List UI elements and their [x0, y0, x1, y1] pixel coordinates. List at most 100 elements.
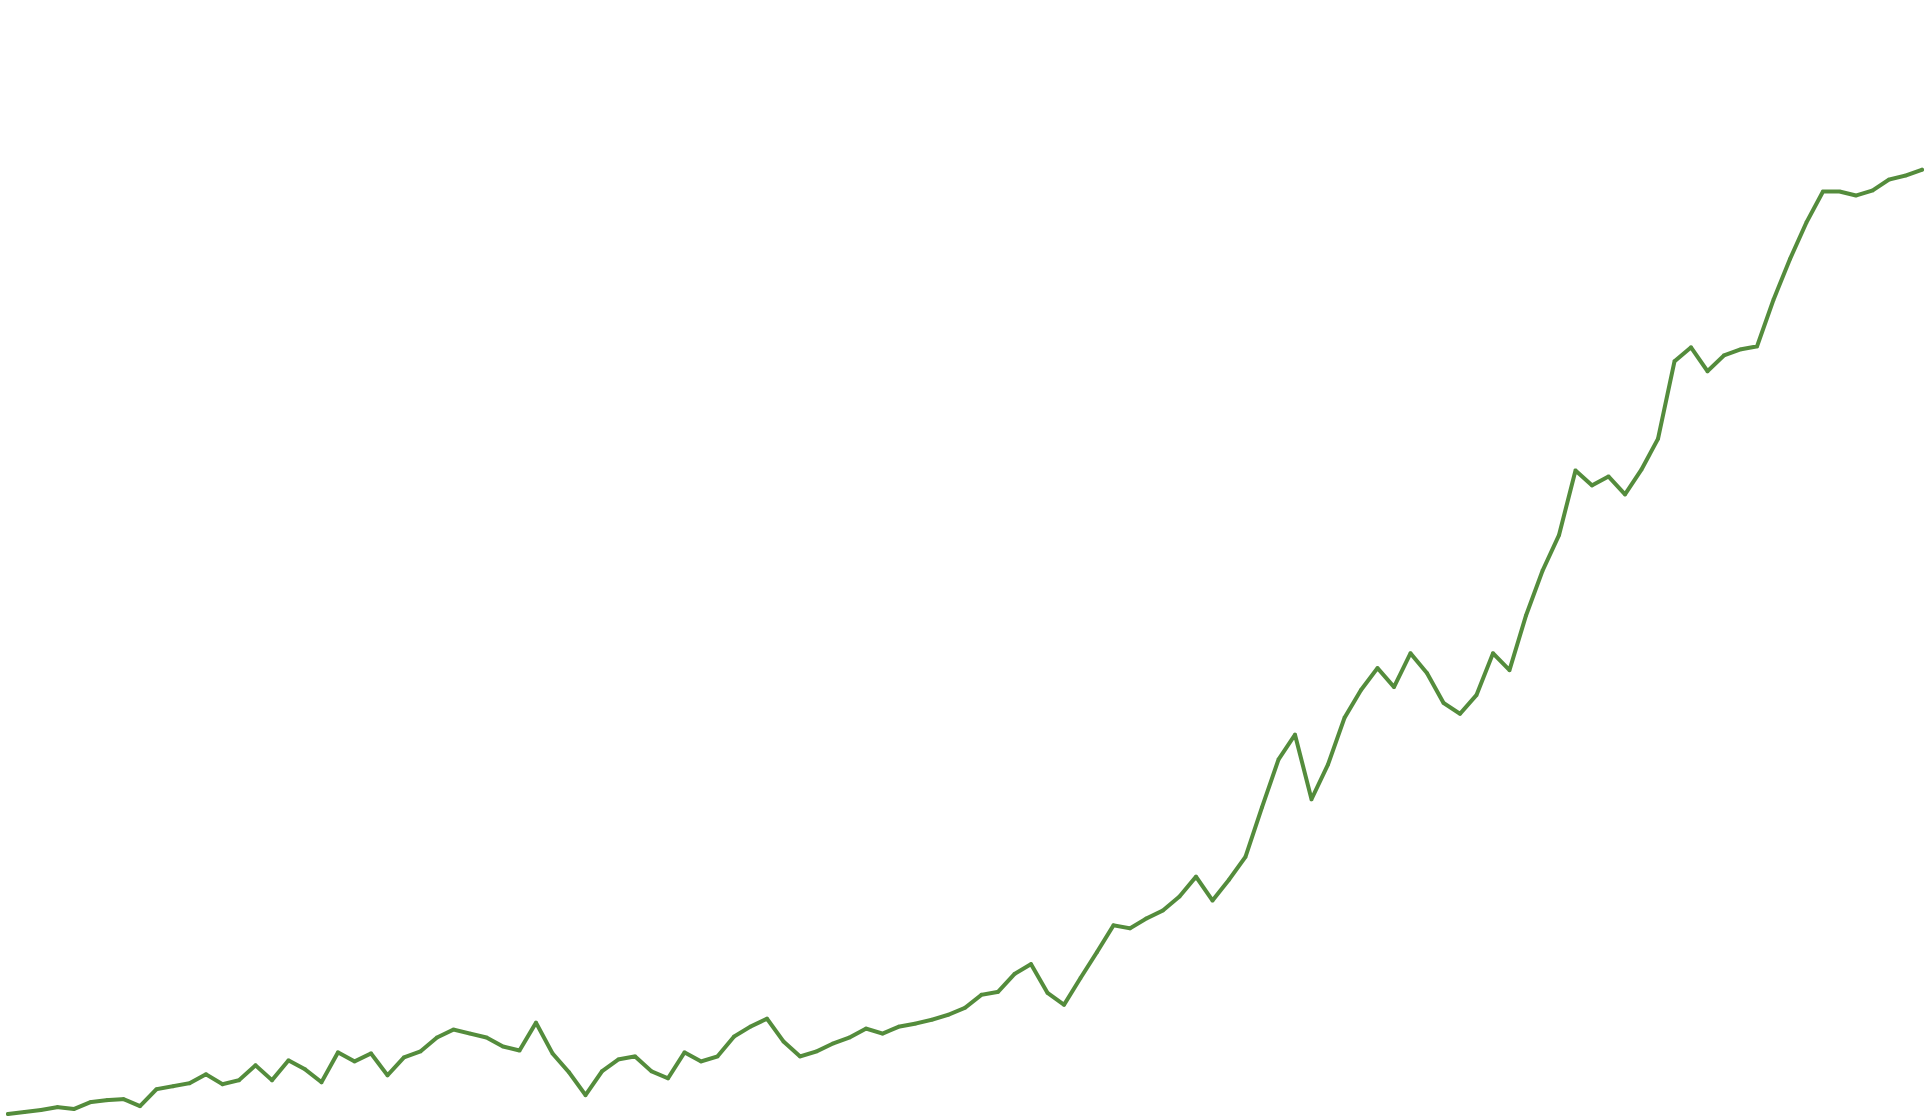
data-point: [1722, 353, 1726, 358]
data-point: [864, 1026, 868, 1031]
data-point: [220, 1082, 225, 1087]
data-point: [369, 1051, 373, 1056]
data-point: [567, 1070, 571, 1075]
data-point: [319, 1080, 324, 1085]
data-point: [649, 1069, 654, 1074]
data-point: [633, 1054, 637, 1059]
data-point: [913, 1021, 918, 1026]
data-point: [1260, 805, 1264, 810]
data-point: [501, 1044, 505, 1049]
data-point: [682, 1050, 687, 1055]
data-point: [550, 1051, 555, 1056]
data-point: [1524, 613, 1528, 618]
data-point: [1425, 671, 1429, 676]
data-point: [1359, 688, 1363, 692]
data-point: [781, 1039, 786, 1044]
data-point: [979, 992, 984, 997]
data-point: [253, 1063, 258, 1068]
data-point: [1111, 923, 1116, 928]
data-point: [286, 1058, 291, 1063]
data-point: [1293, 732, 1297, 737]
data-point: [930, 1017, 934, 1022]
data-point: [1095, 950, 1099, 955]
series-layer: [6, 167, 1924, 1116]
data-point: [798, 1054, 802, 1059]
data-point: [1788, 257, 1792, 261]
data-point: [418, 1049, 423, 1054]
data-point: [484, 1035, 489, 1040]
data-point: [963, 1005, 967, 1010]
data-point: [1408, 651, 1413, 656]
data-point: [699, 1059, 703, 1064]
series-points-1: [6, 167, 1924, 1116]
data-point: [1062, 1002, 1066, 1007]
data-point: [1227, 877, 1231, 882]
data-point: [1623, 492, 1627, 497]
data-point: [237, 1078, 241, 1083]
data-point: [402, 1055, 406, 1060]
data-point: [1309, 797, 1314, 802]
data-point: [1837, 189, 1842, 194]
data-point: [1887, 177, 1891, 182]
data-point: [154, 1087, 159, 1092]
data-point: [847, 1035, 852, 1040]
data-point: [1458, 711, 1462, 716]
data-point: [138, 1104, 142, 1109]
data-point: [1639, 467, 1644, 472]
data-point: [1029, 962, 1033, 967]
series-line-1: [6, 167, 1924, 1116]
data-point: [996, 989, 1000, 994]
data-point: [1903, 173, 1908, 178]
data-point: [1755, 344, 1759, 349]
data-point: [1276, 757, 1281, 762]
data-point: [583, 1093, 588, 1098]
data-point: [831, 1041, 835, 1046]
data-point: [22, 1110, 27, 1114]
data-point: [1540, 568, 1545, 573]
data-point: [1590, 483, 1594, 488]
data-point: [616, 1057, 621, 1062]
data-point: [1507, 668, 1512, 673]
data-point: [1573, 468, 1578, 473]
data-point: [748, 1024, 753, 1029]
data-point: [1920, 167, 1924, 172]
data-point: [1738, 347, 1743, 352]
data-point: [600, 1069, 604, 1074]
data-point: [55, 1105, 60, 1110]
data-point: [534, 1020, 538, 1025]
data-point: [517, 1048, 522, 1053]
data-point: [1854, 193, 1858, 198]
data-point: [468, 1031, 472, 1036]
data-point: [1474, 693, 1479, 697]
data-point: [1656, 436, 1660, 441]
data-point: [1392, 685, 1396, 689]
data-point: [1144, 916, 1149, 921]
data-point: [105, 1098, 109, 1103]
data-point: [1210, 898, 1215, 903]
data-point: [1243, 854, 1248, 859]
data-point: [1342, 715, 1347, 720]
data-point: [336, 1050, 340, 1055]
data-point: [1375, 666, 1380, 671]
data-point: [39, 1108, 43, 1112]
data-point: [1672, 359, 1677, 364]
data-point: [1161, 908, 1165, 913]
data-point: [897, 1024, 901, 1029]
data-point: [72, 1107, 76, 1111]
data-point: [451, 1027, 456, 1032]
data-point: [352, 1059, 357, 1064]
data-point: [715, 1054, 720, 1059]
data-point: [187, 1081, 192, 1086]
data-point: [435, 1035, 439, 1040]
data-point: [1689, 345, 1693, 350]
data-point: [1821, 189, 1825, 194]
data-point: [1557, 533, 1561, 538]
data-point: [1012, 972, 1017, 976]
data-point: [1194, 874, 1198, 879]
data-point: [1078, 976, 1083, 980]
data-point: [666, 1076, 670, 1081]
data-point: [88, 1100, 93, 1105]
data-point: [880, 1031, 885, 1036]
